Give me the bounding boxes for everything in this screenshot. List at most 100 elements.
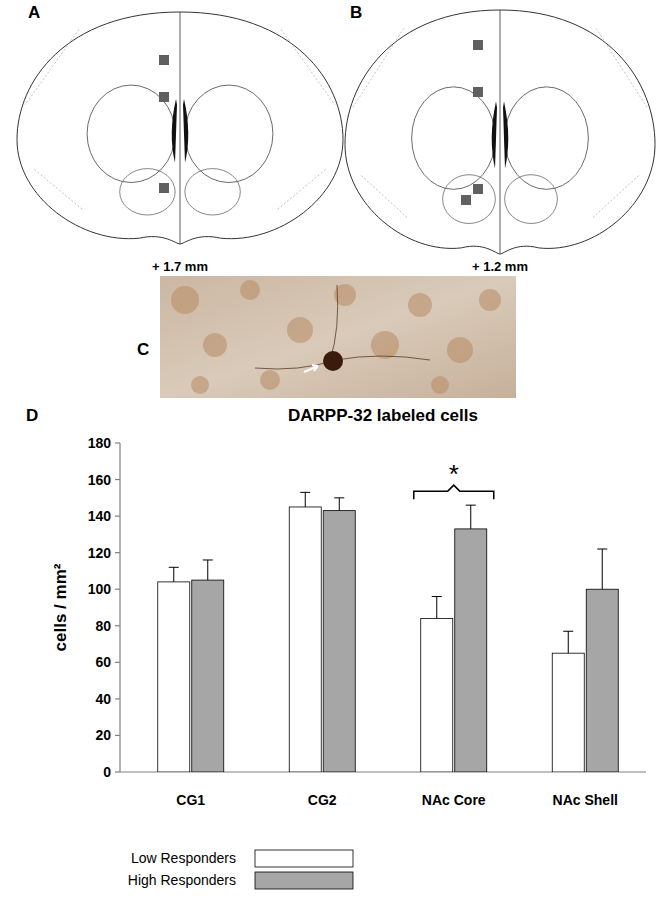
y-tick	[115, 479, 120, 480]
bar	[323, 511, 355, 772]
cell	[260, 370, 280, 390]
error-bars	[169, 492, 608, 653]
cell	[408, 293, 432, 317]
sampling-site	[159, 183, 169, 193]
striatum	[412, 87, 496, 189]
sampling-site	[461, 195, 471, 205]
ventricle	[172, 99, 177, 163]
micrograph	[160, 276, 516, 398]
x-tick-label: NAc Core	[422, 792, 486, 808]
x-tick-label: CG1	[176, 792, 205, 808]
panel-caption: + 1.7 mm	[152, 259, 208, 274]
x-tick-label: CG2	[308, 792, 337, 808]
bar	[289, 507, 321, 772]
cell	[431, 376, 449, 394]
y-axis-label: cells / mm²	[51, 563, 70, 651]
legend-swatch	[255, 872, 353, 889]
panel-label: A	[28, 3, 40, 22]
y-tick-label: 160	[88, 472, 112, 488]
legend-swatch	[255, 850, 353, 867]
cell	[287, 317, 313, 343]
atlas-section	[17, 12, 343, 244]
error-bar	[300, 492, 310, 507]
chart-title: DARPP-32 labeled cells	[288, 406, 478, 425]
y-tick	[115, 735, 120, 736]
cell	[240, 280, 260, 300]
region-border	[353, 28, 407, 217]
cell	[479, 289, 501, 311]
y-tick	[115, 662, 120, 663]
section-outline	[345, 10, 655, 254]
region-border	[593, 28, 647, 217]
striatum	[185, 85, 273, 182]
accumbens	[505, 175, 558, 224]
panel-caption: + 1.2 mm	[472, 259, 528, 274]
sampling-site	[473, 184, 483, 194]
ventricle	[492, 102, 497, 169]
error-bar	[169, 567, 179, 582]
error-bar	[563, 631, 573, 653]
cell	[191, 376, 209, 394]
x-tick-label: NAc Shell	[553, 792, 618, 808]
legend: Low Responders High Responders	[128, 850, 353, 889]
region-border	[25, 29, 82, 209]
y-tick-label: 180	[88, 435, 112, 451]
legend-label: Low Responders	[131, 850, 236, 866]
section-outline	[17, 12, 343, 244]
bar	[192, 580, 224, 772]
y-tick-label: 0	[103, 764, 111, 780]
accumbens	[120, 169, 175, 215]
error-bar	[597, 549, 607, 589]
cell	[203, 333, 227, 357]
figure: A B + 1.7 mm + 1.2 mm C D DARPP-32 labeled cel…	[0, 0, 672, 902]
y-tick-label: 140	[88, 508, 112, 524]
cell	[171, 286, 199, 314]
y-tick-label: 20	[95, 727, 111, 743]
y-tick	[115, 771, 120, 772]
panel-label: B	[350, 3, 362, 22]
y-tick	[115, 442, 120, 443]
cell	[371, 331, 399, 359]
midline	[500, 10, 501, 254]
y-tick-label: 60	[95, 654, 111, 670]
sampling-site	[159, 92, 169, 102]
ventricle	[503, 102, 508, 169]
y-tick-label: 40	[95, 691, 111, 707]
axes: 0 20 40 60 80 100 120 140 160 180	[88, 435, 646, 780]
error-bar	[334, 498, 344, 511]
y-tick-label: 120	[88, 545, 112, 561]
bar	[552, 653, 584, 772]
micrograph-bg	[160, 276, 516, 398]
y-axis	[119, 443, 120, 772]
bar	[455, 529, 487, 772]
striatum	[87, 85, 175, 182]
y-tick-label: 100	[88, 581, 112, 597]
bar	[158, 582, 190, 772]
panel-label: D	[26, 406, 38, 425]
y-tick-label: 80	[95, 618, 111, 634]
accumbens	[185, 169, 240, 215]
y-tick	[115, 552, 120, 553]
panel-label: C	[137, 340, 149, 359]
bar	[421, 618, 453, 772]
ventricle	[183, 99, 188, 163]
error-bar	[466, 505, 476, 529]
y-tick	[115, 516, 120, 517]
sampling-site	[473, 87, 483, 97]
neurite	[255, 285, 430, 369]
region-border	[278, 29, 335, 209]
sampling-site	[159, 55, 169, 65]
arrow	[304, 365, 318, 372]
striatum	[505, 87, 589, 189]
y-tick	[115, 698, 120, 699]
midline	[180, 12, 181, 244]
error-bar	[203, 560, 213, 580]
y-tick	[115, 625, 120, 626]
y-tick	[115, 589, 120, 590]
accumbens	[443, 175, 496, 224]
legend-label: High Responders	[128, 872, 236, 888]
bar	[586, 589, 618, 772]
sampling-site	[473, 40, 483, 50]
bars	[158, 507, 619, 772]
cell	[447, 337, 473, 363]
